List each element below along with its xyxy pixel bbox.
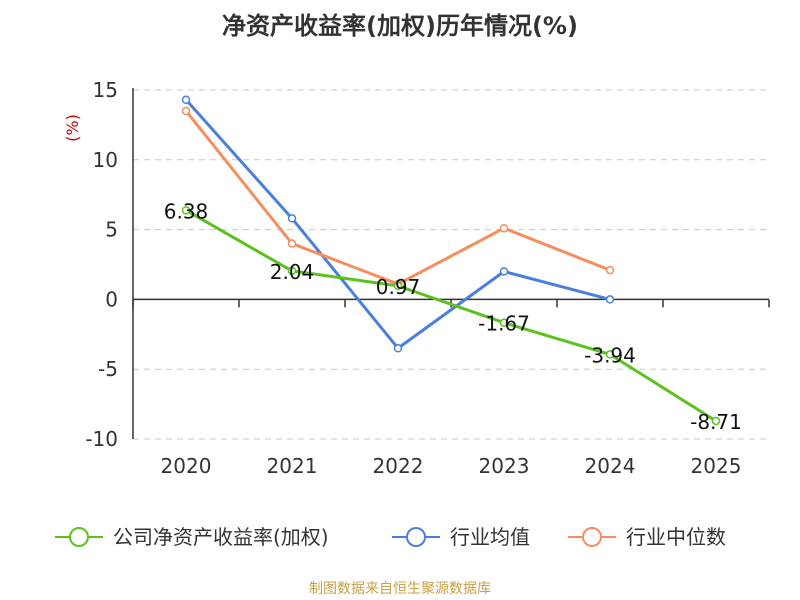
y-tick-label: 5 [105,218,118,242]
x-tick-label: 2022 [373,454,424,478]
data-point [711,416,721,426]
data-point [287,266,297,276]
data-source: 制图数据来自恒生聚源数据库 [309,581,491,597]
grid-lines [133,89,769,440]
data-point [499,223,509,233]
data-point [181,95,191,105]
data-point [287,239,297,248]
axes [132,88,770,439]
series-lines [181,95,721,426]
data-point [499,267,509,276]
data-point [393,281,403,291]
data-point [605,295,615,304]
legend-marker [582,527,602,547]
y-tick-label: 15 [93,78,118,102]
data-label: 0.97 [376,275,421,299]
x-tick-label: 2021 [267,454,318,478]
data-label: -8.71 [690,410,742,434]
data-label: 2.04 [270,260,315,284]
legend-label: 行业均值 [450,525,530,549]
series-line-2 [184,110,611,286]
data-point [605,350,615,359]
data-labels: 6.38 2.04 0.97 -1.67 -3.94 -8.71 [164,199,742,434]
y-axis-label: (%) [63,114,82,142]
y-tick-label: -5 [98,357,118,381]
data-label: 6.38 [164,199,209,223]
tick-labels: 15 10 5 0 -5 -10 2020 2021 2022 2023 2024 2025 [85,78,741,478]
chart-title: 净资产收益率(加权)历年情况(%) [222,12,578,40]
y-tick-label: -10 [85,427,118,451]
series-line-0 [185,209,717,423]
data-label: -1.67 [478,312,530,336]
x-tick-label: 2025 [691,454,742,478]
series-line-1 [184,98,611,350]
data-point [181,106,191,116]
legend: 公司净资产收益率(加权) 行业均值 行业中位数 [55,525,726,549]
legend-label: 行业中位数 [626,525,726,549]
x-tick-label: 2020 [161,454,212,478]
y-tick-label: 10 [93,148,118,172]
data-point [393,344,403,353]
x-tick-label: 2023 [479,454,530,478]
y-tick-label: 0 [105,287,118,311]
x-tick-label: 2024 [585,454,636,478]
data-point [287,214,297,223]
data-point [181,206,191,215]
legend-marker [406,527,426,547]
data-point [605,265,615,275]
legend-label: 公司净资产收益率(加权) [113,525,329,549]
legend-marker [69,527,89,547]
data-point [499,318,509,327]
data-label: -3.94 [584,343,636,367]
